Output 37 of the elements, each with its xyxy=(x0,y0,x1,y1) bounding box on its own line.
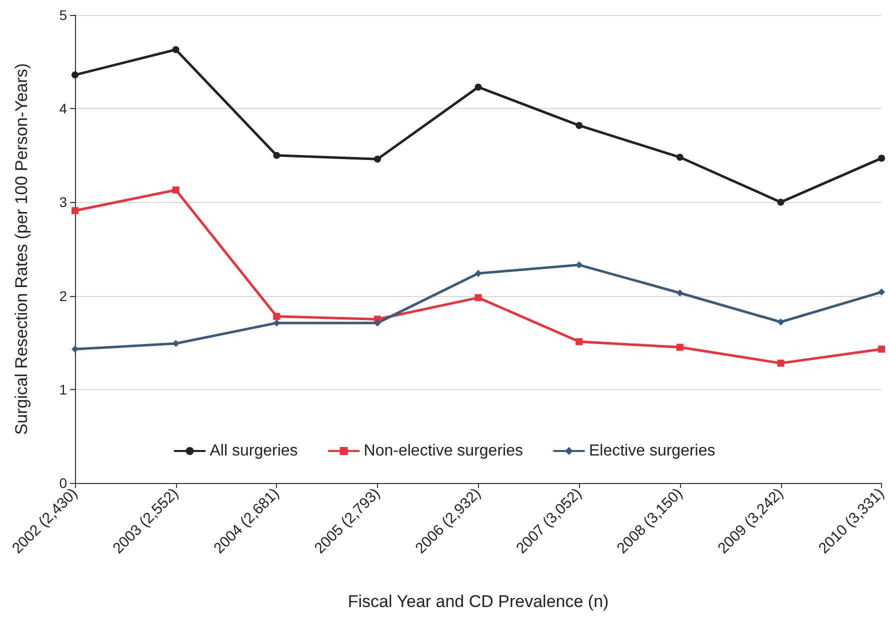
point xyxy=(172,186,180,194)
point xyxy=(576,261,583,268)
point xyxy=(72,71,78,78)
point xyxy=(273,152,280,159)
point xyxy=(676,289,684,296)
point xyxy=(273,319,280,326)
point xyxy=(474,84,482,91)
y-tick-label: 1 xyxy=(59,381,68,398)
point xyxy=(676,344,684,351)
point xyxy=(576,338,583,346)
point xyxy=(777,198,784,206)
point xyxy=(576,122,583,129)
y-tick-label: 2 xyxy=(59,288,68,304)
legend-label: All surgeries xyxy=(210,442,298,460)
point xyxy=(72,346,78,353)
point xyxy=(374,156,381,163)
point xyxy=(273,312,280,320)
legend-label: Elective surgeries xyxy=(588,442,716,460)
y-tick-label: 0 xyxy=(59,475,68,491)
point xyxy=(374,319,381,326)
point xyxy=(878,154,886,162)
point xyxy=(777,360,784,367)
y-tick-label: 5 xyxy=(59,7,68,23)
point xyxy=(777,318,784,326)
point xyxy=(878,288,886,296)
point xyxy=(474,270,482,277)
y-tick-label: 3 xyxy=(59,194,68,210)
y-tick-label: 4 xyxy=(59,100,68,117)
point xyxy=(172,340,180,348)
legend-label: Non-elective surgeries xyxy=(364,442,523,460)
x-axis-title: Fiscal Year and CD Prevalence (n) xyxy=(348,592,609,611)
point xyxy=(72,207,78,214)
point xyxy=(474,294,482,302)
y-axis-title: Surgical Resection Rates (per 100 Person-Years) xyxy=(12,63,31,435)
point xyxy=(676,154,684,161)
point xyxy=(878,346,886,353)
point xyxy=(172,46,180,54)
